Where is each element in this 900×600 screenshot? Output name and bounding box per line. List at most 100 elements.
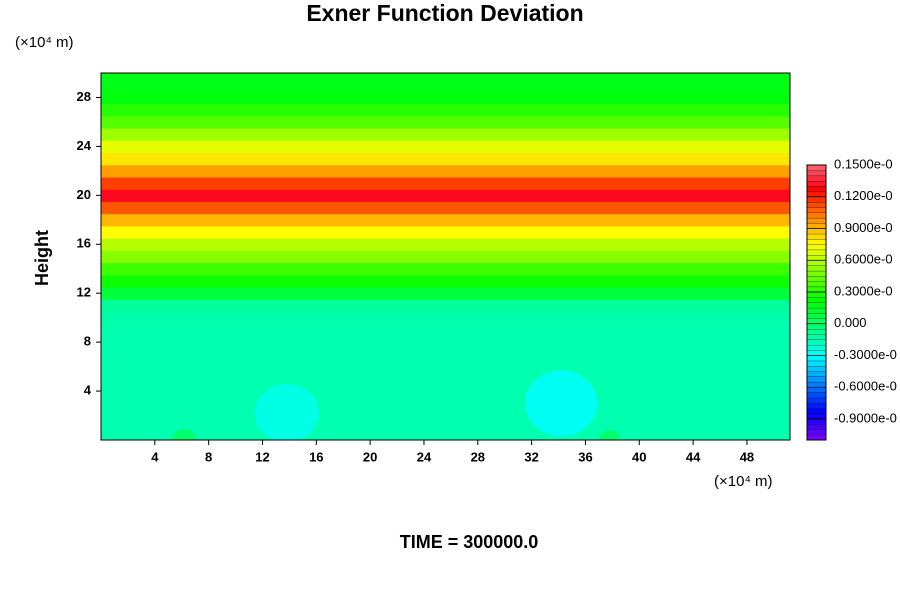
colorbar-swatch [806, 191, 827, 198]
colorbar-swatch [806, 355, 827, 362]
field-feature [524, 370, 598, 437]
colorbar-swatch [806, 170, 827, 177]
colorbar-swatch [806, 207, 827, 214]
colorbar-swatch [806, 286, 827, 293]
y-unit: (×10⁴ m) [15, 34, 74, 51]
field-band [101, 274, 790, 288]
field-band [101, 262, 790, 276]
colorbar-swatch [806, 302, 827, 309]
x-tick-label: 28 [471, 449, 485, 464]
field-band [101, 189, 790, 202]
y-tick-label: 24 [77, 138, 92, 153]
colorbar-swatch [806, 318, 827, 325]
field-band [101, 164, 790, 178]
field-band [101, 128, 790, 141]
colorbar-swatch [806, 260, 827, 266]
field-band [101, 323, 790, 337]
y-axis-label: Height [32, 230, 52, 286]
colorbar-swatch [806, 217, 827, 224]
colorbar-swatch [806, 201, 827, 208]
field-band [101, 91, 790, 105]
colorbar-label: 0.3000e-0 [834, 283, 893, 298]
colorbar-swatch [806, 275, 827, 282]
colorbar-swatch [806, 360, 827, 367]
field-band [101, 115, 790, 129]
field [101, 73, 790, 440]
colorbar-swatch [806, 386, 827, 393]
colorbar-swatch [806, 212, 827, 219]
field-band [101, 225, 790, 239]
chart-title: Exner Function Deviation [306, 0, 583, 26]
field-band [101, 360, 790, 374]
field-band [101, 384, 790, 398]
field-band [101, 299, 790, 313]
colorbar-swatch [806, 344, 827, 351]
colorbar-swatch [806, 186, 827, 192]
colorbar-swatch [806, 297, 827, 303]
field-band [101, 421, 790, 435]
colorbar-swatch [806, 291, 827, 298]
plot-frame [100, 72, 791, 441]
x-tick-label: 44 [686, 449, 701, 464]
colorbar-swatch [806, 228, 827, 235]
colorbar-label: 0.000 [834, 315, 867, 330]
colorbar-swatch [806, 402, 827, 409]
colorbar-swatch [806, 381, 827, 388]
colorbar-swatch [806, 164, 827, 171]
colorbar-label: 0.1500e-0 [834, 156, 893, 171]
colorbar-swatch [806, 339, 827, 346]
field-band [101, 238, 790, 251]
field-band [101, 311, 790, 325]
field-band [101, 73, 790, 80]
colorbar-swatch [806, 323, 827, 330]
footer: TIME = 300000.0 [400, 532, 539, 552]
colorbar-swatch [806, 307, 827, 314]
field-feature [598, 430, 621, 440]
field-feature [254, 383, 319, 440]
colorbar-swatch [806, 365, 827, 372]
colorbar-swatch [806, 328, 827, 335]
colorbar-swatch [806, 334, 827, 340]
y-tick-label: 12 [77, 285, 91, 300]
x-tick-label: 24 [417, 449, 432, 464]
x-tick-label: 20 [363, 449, 377, 464]
colorbar-swatch [806, 233, 827, 240]
colorbar-swatch [806, 281, 827, 288]
colorbar-swatch [806, 238, 827, 245]
field-band [101, 348, 790, 361]
colorbar-swatch [806, 249, 827, 256]
colorbar-swatch [806, 397, 827, 404]
colorbar-swatch [806, 376, 827, 383]
x-tick-label: 12 [255, 449, 269, 464]
colorbar-swatch [806, 349, 827, 356]
y-tick-label: 20 [77, 187, 91, 202]
colorbar-swatch [806, 254, 827, 261]
field-band [101, 103, 790, 117]
field-band [101, 140, 790, 154]
colorbar-swatch [806, 371, 827, 377]
colorbar-swatch [806, 223, 827, 229]
x-tick-label: 40 [632, 449, 646, 464]
x-tick-label: 8 [205, 449, 212, 464]
colorbar-label: -0.3000e-0 [834, 347, 897, 362]
colorbar-swatch [806, 418, 827, 425]
colorbar-label: -0.9000e-0 [834, 410, 897, 425]
field-band [101, 250, 790, 264]
colorbar-swatch [806, 312, 827, 319]
colorbar-swatch [806, 244, 827, 251]
field-band [101, 213, 790, 227]
colorbar-label: 0.9000e-0 [834, 220, 893, 235]
field-band [101, 201, 790, 215]
colorbar-label: 0.1200e-0 [834, 188, 893, 203]
field-band [101, 433, 790, 440]
colorbar-swatch [806, 270, 827, 277]
colorbar-label: -0.6000e-0 [834, 379, 897, 394]
y-tick-label: 28 [77, 89, 91, 104]
y-tick-label: 16 [77, 236, 91, 251]
colorbar-swatch [806, 392, 827, 399]
field-band [101, 372, 790, 386]
x-tick-label: 4 [151, 449, 159, 464]
colorbar-swatch [806, 423, 827, 430]
